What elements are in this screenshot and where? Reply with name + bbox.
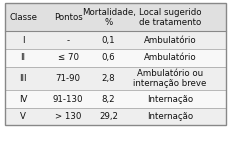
Bar (5, 67, 226, 90)
Text: Internação: Internação (147, 95, 193, 104)
Text: Ambulatório ou
internação breve: Ambulatório ou internação breve (133, 69, 207, 88)
Bar (5, 49, 226, 67)
Bar (5, 31, 226, 49)
Text: ≤ 70: ≤ 70 (58, 53, 79, 62)
Text: Ambulatório: Ambulatório (143, 36, 196, 45)
Text: 2,8: 2,8 (102, 74, 115, 83)
Text: 0,6: 0,6 (102, 53, 115, 62)
Text: IV: IV (19, 95, 27, 104)
Text: -: - (67, 36, 70, 45)
Text: Mortalidade,
%: Mortalidade, % (82, 7, 136, 27)
Text: 8,2: 8,2 (102, 95, 115, 104)
Text: 91-130: 91-130 (53, 95, 83, 104)
Text: Classe: Classe (9, 13, 37, 22)
Text: Ambulatório: Ambulatório (143, 53, 196, 62)
Text: V: V (20, 112, 26, 121)
Text: 0,1: 0,1 (102, 36, 115, 45)
Text: Internação: Internação (147, 112, 193, 121)
Text: > 130: > 130 (55, 112, 81, 121)
Text: Local sugerido
de tratamento: Local sugerido de tratamento (139, 7, 201, 27)
Text: III: III (19, 74, 27, 83)
Text: Pontos: Pontos (54, 13, 82, 22)
Bar (5, 3, 226, 31)
Bar (5, 90, 226, 108)
Text: I: I (22, 36, 24, 45)
Bar (5, 108, 226, 125)
Bar (5, 3, 226, 125)
Text: 29,2: 29,2 (99, 112, 118, 121)
Text: 71-90: 71-90 (56, 74, 81, 83)
Text: II: II (21, 53, 26, 62)
